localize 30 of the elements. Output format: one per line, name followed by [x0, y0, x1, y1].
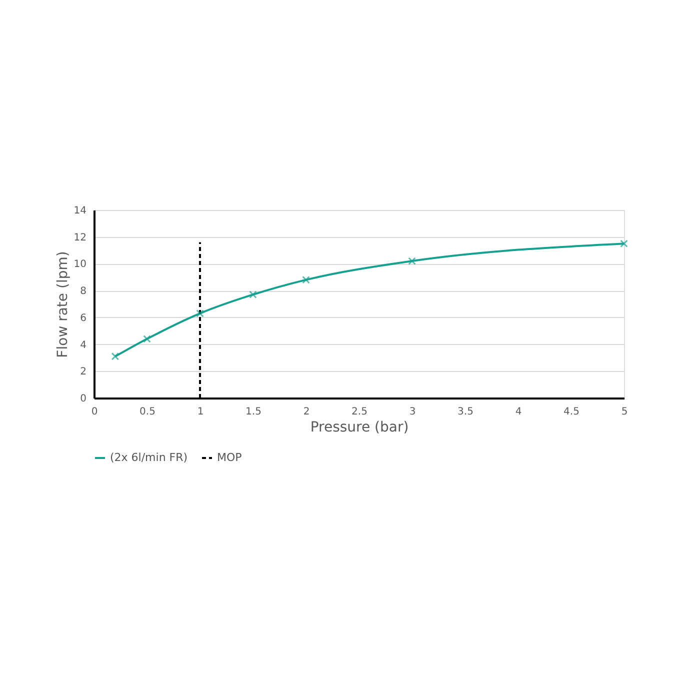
y-tick-label: 0 [80, 394, 86, 404]
x-tick-label: 4 [515, 406, 522, 418]
y-tick-label: 4 [80, 340, 86, 351]
point [302, 276, 310, 284]
x-tick-label: 2.5 [352, 406, 368, 418]
point [196, 309, 204, 318]
y-tick-label: 12 [74, 232, 86, 244]
y-tick-label: 2 [80, 366, 86, 378]
x-tick-label: 4.5 [564, 406, 580, 418]
x-tick-label: 5 [621, 406, 628, 418]
y-tick-label: 6 [80, 312, 86, 324]
legend-label: MOP [217, 451, 242, 464]
y-tick-label: 10 [74, 259, 86, 270]
point [111, 352, 120, 360]
x-tick-label: 3 [409, 406, 416, 418]
y-tick-label: 8 [80, 286, 86, 298]
x-tick-label: 0.5 [140, 406, 156, 418]
legend-label: (2x 6l/min FR) [110, 451, 188, 464]
point [620, 240, 628, 248]
x-tick-label: 1 [197, 406, 204, 418]
x-axis-title: Pressure (bar) [310, 420, 409, 436]
y-axis-title: Flow rate (lpm) [54, 251, 71, 358]
point [408, 257, 416, 265]
x-tick-label: 3.5 [458, 406, 474, 418]
point [143, 335, 151, 343]
x-tick-label: 1.5 [246, 406, 262, 418]
x-tick-label: 2 [303, 406, 310, 418]
point [249, 290, 257, 299]
y-tick-label: 14 [74, 206, 86, 216]
x-tick-label: 0 [91, 406, 98, 418]
